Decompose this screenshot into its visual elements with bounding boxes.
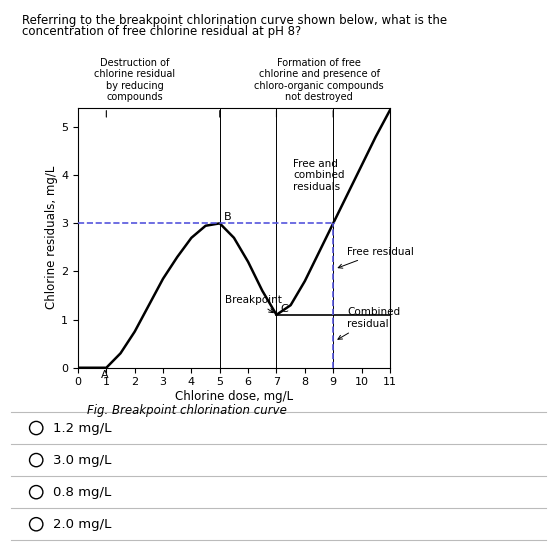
Text: Referring to the breakpoint chlorination curve shown below, what is the: Referring to the breakpoint chlorination… [22, 14, 447, 27]
Y-axis label: Chlorine residuals, mg/L: Chlorine residuals, mg/L [45, 166, 58, 310]
Text: 0.8 mg/L: 0.8 mg/L [53, 486, 111, 499]
Text: Combined
residual: Combined residual [338, 307, 400, 340]
Text: C: C [281, 304, 289, 315]
X-axis label: Chlorine dose, mg/L: Chlorine dose, mg/L [175, 390, 293, 403]
Text: Fig. Breakpoint chlorination curve: Fig. Breakpoint chlorination curve [87, 404, 287, 417]
Text: 2.0 mg/L: 2.0 mg/L [53, 518, 111, 531]
Text: Free and
combined
residuals: Free and combined residuals [294, 159, 345, 192]
Text: 3.0 mg/L: 3.0 mg/L [53, 453, 111, 467]
Text: 1.2 mg/L: 1.2 mg/L [53, 421, 111, 435]
Text: Free residual: Free residual [338, 247, 414, 268]
Text: Breakpoint: Breakpoint [226, 295, 282, 312]
Text: Destruction of
chlorine residual
by reducing
compounds: Destruction of chlorine residual by redu… [94, 58, 175, 102]
Text: B: B [224, 211, 232, 222]
Text: concentration of free chlorine residual at pH 8?: concentration of free chlorine residual … [22, 25, 301, 38]
Text: A: A [101, 371, 109, 380]
Text: Formation of free
chlorine and presence of
chloro-organic compounds
not destroye: Formation of free chlorine and presence … [254, 58, 384, 102]
